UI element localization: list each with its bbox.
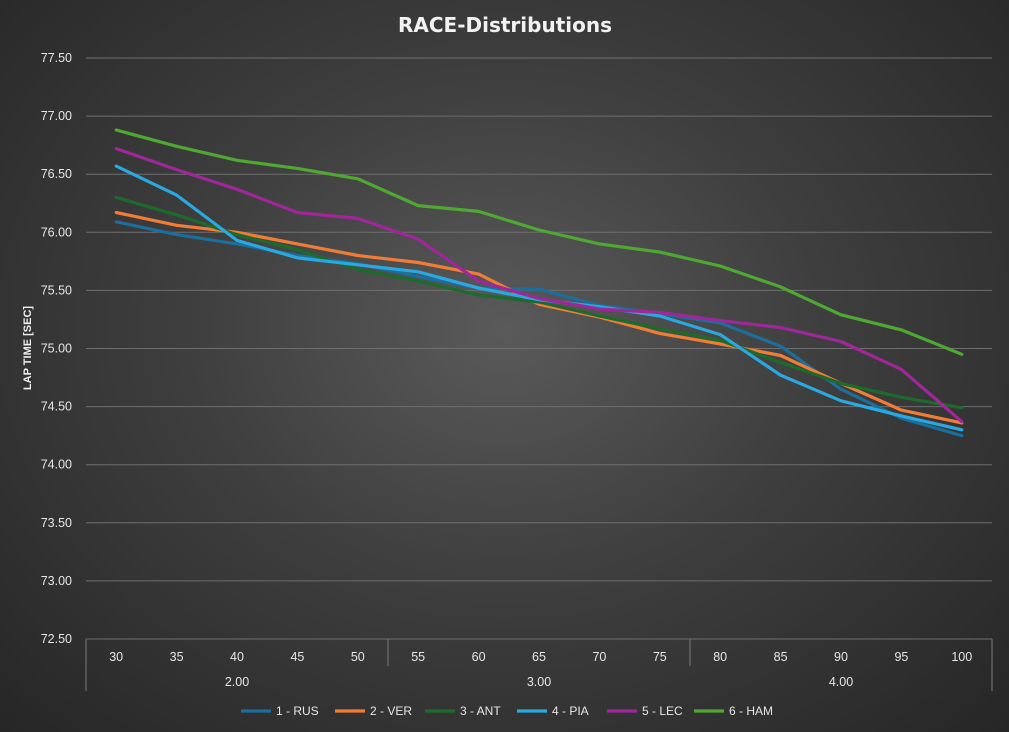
y-tick-label: 77.00 xyxy=(41,109,72,123)
legend: 1 - RUS 2 - VER 3 - ANT 4 - PIA 5 - LEC 6 - H… xyxy=(241,704,773,718)
legend-label: 1 - RUS xyxy=(276,704,319,718)
y-axis-label: LAP TIME [SEC] xyxy=(22,306,34,390)
x-tick-label: 65 xyxy=(532,650,546,664)
y-tick-label: 74.50 xyxy=(41,400,72,414)
series-line-1-rus xyxy=(114,220,964,438)
chart-title: RACE-Distributions xyxy=(398,13,612,37)
x-tick-label: 75 xyxy=(653,650,667,664)
x-tick-label: 40 xyxy=(230,650,244,664)
series-line-6-ham xyxy=(114,128,964,356)
legend-label: 2 - VER xyxy=(370,704,412,718)
y-tick-label: 72.50 xyxy=(41,632,72,646)
x-tick-label: 85 xyxy=(774,650,788,664)
x-tick-label: 35 xyxy=(170,650,184,664)
legend-label: 6 - HAM xyxy=(729,704,773,718)
x-tick-label: 80 xyxy=(713,650,727,664)
x-group-label: 2.00 xyxy=(225,675,249,689)
series-lines xyxy=(114,128,964,438)
x-tick-label: 100 xyxy=(951,650,972,664)
x-tick-label: 30 xyxy=(109,650,123,664)
series-line-5-lec xyxy=(114,147,964,424)
legend-label: 4 - PIA xyxy=(552,704,589,718)
x-tick-label: 50 xyxy=(351,650,365,664)
y-axis-ticks: 72.50 73.00 73.50 74.00 74.50 75.00 75.50 76.00… xyxy=(41,51,72,646)
y-tick-label: 76.50 xyxy=(41,167,72,181)
x-group-label: 3.00 xyxy=(527,675,551,689)
y-tick-label: 75.00 xyxy=(41,342,72,356)
x-tick-label: 60 xyxy=(472,650,486,664)
y-tick-label: 75.50 xyxy=(41,283,72,297)
x-tick-label: 45 xyxy=(290,650,304,664)
grid-lines xyxy=(86,57,992,640)
x-tick-label: 70 xyxy=(592,650,606,664)
x-axis: 30 35 40 45 50 55 60 65 70 75 80 85 90 95 100 2.00 3.00 4… xyxy=(85,639,993,691)
legend-label: 3 - ANT xyxy=(460,704,501,718)
legend-label: 5 - LEC xyxy=(642,704,683,718)
x-tick-label: 95 xyxy=(894,650,908,664)
y-tick-label: 77.50 xyxy=(41,51,72,65)
series-line-3-ant xyxy=(114,195,964,410)
y-tick-label: 76.00 xyxy=(41,225,72,239)
x-tick-label: 90 xyxy=(834,650,848,664)
x-group-label: 4.00 xyxy=(829,675,853,689)
y-tick-label: 73.50 xyxy=(41,516,72,530)
y-tick-label: 74.00 xyxy=(41,458,72,472)
x-tick-label: 55 xyxy=(411,650,425,664)
y-tick-label: 73.00 xyxy=(41,574,72,588)
series-line-2-ver xyxy=(114,210,964,425)
